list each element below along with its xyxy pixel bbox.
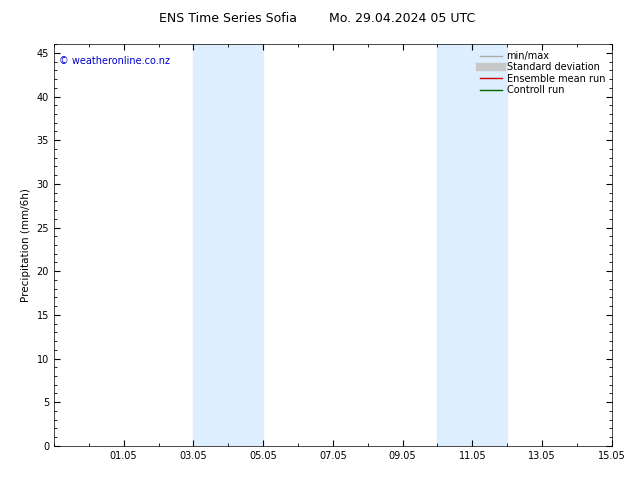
Bar (193, 44, 228, 446)
Bar (437, 44, 472, 446)
Legend: min/max, Standard deviation, Ensemble mean run, Controll run: min/max, Standard deviation, Ensemble me… (478, 49, 607, 97)
Text: © weatheronline.co.nz: © weatheronline.co.nz (60, 56, 171, 66)
Y-axis label: Precipitation (mm/6h): Precipitation (mm/6h) (21, 188, 31, 302)
Bar (472, 44, 507, 446)
Bar (228, 44, 263, 446)
Text: ENS Time Series Sofia        Mo. 29.04.2024 05 UTC: ENS Time Series Sofia Mo. 29.04.2024 05 … (159, 12, 475, 25)
